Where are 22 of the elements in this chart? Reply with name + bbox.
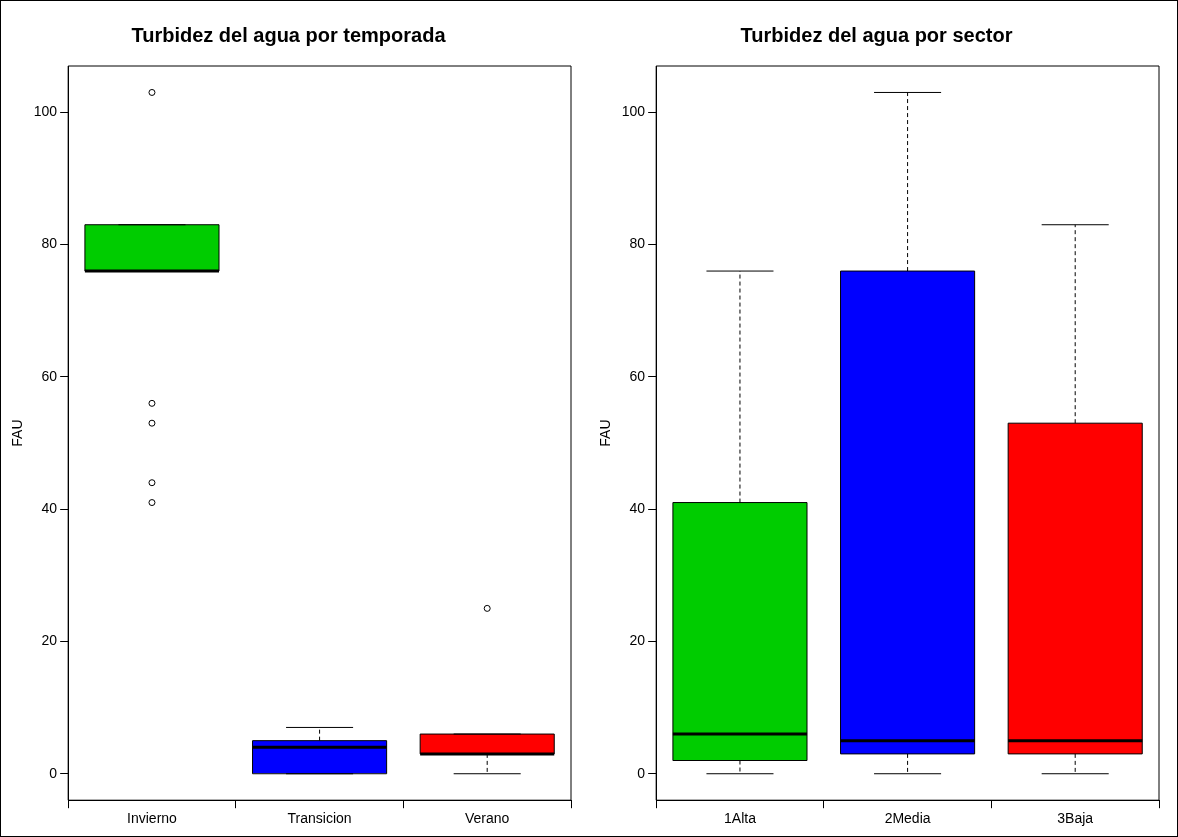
x-tick-label: Invierno xyxy=(127,810,178,827)
y-tick-label: 40 xyxy=(41,500,58,517)
y-tick-label: 80 xyxy=(629,235,646,252)
chart-title: Turbidez del agua por temporada xyxy=(131,23,447,46)
y-tick-label: 20 xyxy=(41,632,58,649)
y-tick-label: 0 xyxy=(637,764,646,781)
y-tick-label: 0 xyxy=(49,764,58,781)
y-axis-title: FAU xyxy=(9,419,26,447)
y-tick-label: 40 xyxy=(629,500,646,517)
y-tick-label: 60 xyxy=(629,367,646,384)
y-tick-label: 80 xyxy=(41,235,58,252)
y-tick-label: 100 xyxy=(621,103,646,120)
chart-title: Turbidez del agua por sector xyxy=(740,23,1013,46)
y-tick-label: 20 xyxy=(629,632,646,649)
y-axis-title: FAU xyxy=(597,419,614,447)
x-tick-label: 1Alta xyxy=(724,810,757,827)
y-tick-label: 60 xyxy=(41,367,58,384)
x-tick-label: Transicion xyxy=(287,810,352,827)
x-tick-label: 3Baja xyxy=(1057,810,1094,827)
x-tick-label: 2Media xyxy=(884,810,931,827)
x-tick-label: Verano xyxy=(465,810,510,827)
y-tick-label: 100 xyxy=(33,103,58,120)
